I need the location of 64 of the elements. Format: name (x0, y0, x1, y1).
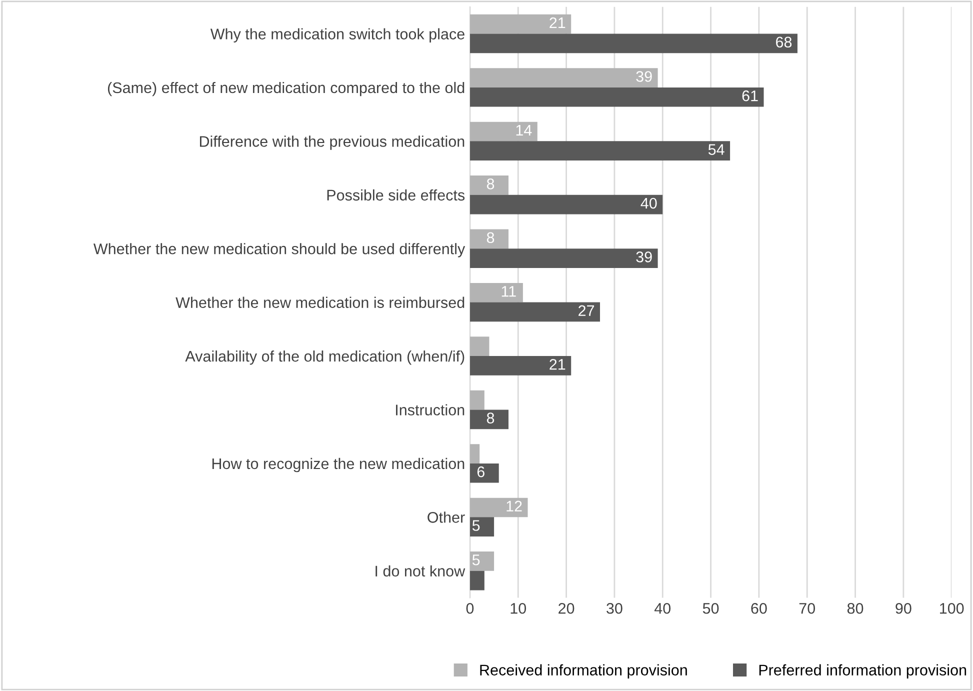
bar (470, 570, 484, 590)
bar (470, 194, 663, 214)
bar (470, 410, 508, 430)
x-tick-label: 90 (896, 602, 912, 614)
x-tick-label: 0 (466, 602, 474, 614)
bar (470, 122, 538, 142)
bar (470, 87, 764, 107)
x-tick-label: 10 (510, 602, 526, 614)
y-tick-label: I do not know (376, 565, 466, 577)
x-tick-label: 60 (751, 602, 767, 614)
bar (470, 517, 494, 536)
bar (470, 282, 523, 302)
data-label: 21 (550, 17, 566, 28)
bar (470, 248, 658, 268)
x-tick-label: 70 (799, 602, 816, 614)
y-tick-label: Instruction (396, 404, 464, 416)
y-tick-label: Possible side effects (327, 189, 465, 201)
bar (470, 14, 572, 34)
data-label: 54 (708, 144, 724, 155)
data-label: 5 (472, 520, 480, 531)
bar (470, 302, 600, 322)
legend-label: Preferred information provision (759, 664, 966, 678)
data-label: 68 (776, 36, 792, 48)
data-label: 14 (516, 124, 532, 136)
data-label: 5 (472, 554, 480, 566)
bar (470, 356, 572, 376)
bar (470, 68, 658, 88)
y-tick-label: How to recognize the new medication (212, 458, 464, 472)
data-label: 27 (578, 305, 594, 316)
data-label: 8 (486, 178, 494, 190)
data-label: 39 (636, 71, 652, 82)
data-label: 8 (486, 412, 494, 424)
x-tick-label: 30 (606, 602, 622, 614)
x-tick-label: 50 (702, 602, 719, 614)
bar (470, 390, 484, 410)
y-tick-label: Why the medication switch took place (210, 28, 464, 42)
bar (470, 176, 508, 195)
data-label: 8 (486, 232, 494, 244)
x-tick-label: 20 (558, 602, 574, 614)
y-tick-label: Difference with the previous medication (200, 136, 464, 150)
data-label: 61 (742, 90, 758, 102)
y-tick-label: Other (428, 512, 465, 523)
bar (470, 552, 494, 571)
y-tick-label: Availability of the old medication (when/if) (185, 350, 464, 365)
legend-label: Received information provision (480, 664, 687, 678)
y-tick-label: Whether the new medication is reimbursed (176, 296, 464, 308)
x-tick-label: 80 (847, 602, 864, 614)
x-tick-label: 40 (654, 602, 671, 614)
y-tick-label: (Same) effect of new medication compared to the old (108, 82, 464, 96)
data-label: 40 (640, 198, 657, 209)
y-tick-label: Whether the new medication should be used differently (93, 243, 466, 258)
bar (470, 141, 730, 161)
data-label: 6 (477, 466, 484, 478)
bar (470, 336, 490, 356)
x-tick-label: 100 (940, 602, 964, 614)
bar (470, 444, 480, 464)
bar (470, 498, 528, 518)
data-label: 21 (550, 358, 566, 370)
data-label: 12 (506, 500, 522, 512)
data-label: 39 (636, 252, 652, 262)
bar (470, 34, 798, 54)
bar (470, 463, 499, 483)
data-label: 11 (502, 286, 516, 297)
bar (470, 229, 508, 249)
